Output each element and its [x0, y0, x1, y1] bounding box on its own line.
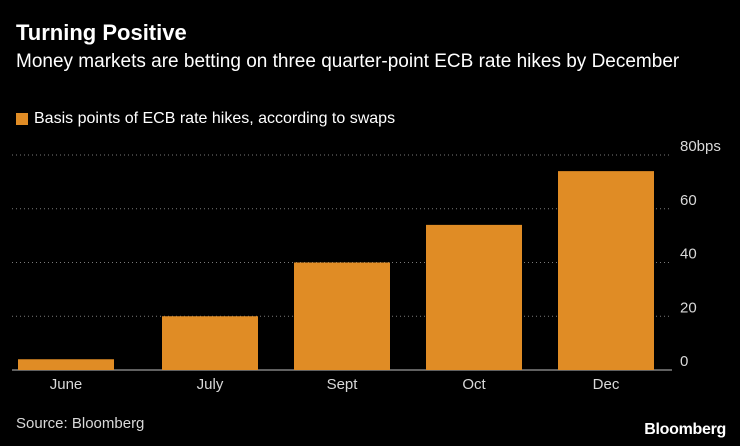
y-tick-label: 40 — [680, 246, 697, 263]
bar-sept — [294, 262, 390, 370]
x-tick-label: Sept — [327, 376, 359, 393]
source-note: Source: Bloomberg — [16, 415, 145, 432]
legend-swatch — [16, 113, 28, 125]
x-tick-label: Oct — [462, 376, 486, 393]
bar-june — [18, 359, 114, 370]
bar-dec — [558, 171, 654, 370]
y-tick-label: 0 — [680, 353, 688, 370]
x-tick-label: July — [197, 376, 224, 393]
legend-label: Basis points of ECB rate hikes, accordin… — [34, 110, 396, 127]
chart-title: Turning Positive — [16, 20, 187, 45]
bar-july — [162, 316, 258, 370]
bar-oct — [426, 224, 522, 370]
chart-subtitle: Money markets are betting on three quart… — [16, 51, 680, 72]
x-tick-label: Dec — [593, 376, 620, 393]
x-tick-label: June — [50, 376, 83, 393]
legend: Basis points of ECB rate hikes, accordin… — [16, 110, 395, 128]
y-tick-label: 20 — [680, 299, 697, 316]
bloomberg-logo: Bloomberg — [644, 421, 726, 438]
y-tick-label: 80bps — [680, 138, 721, 155]
y-tick-label: 60 — [680, 192, 697, 209]
